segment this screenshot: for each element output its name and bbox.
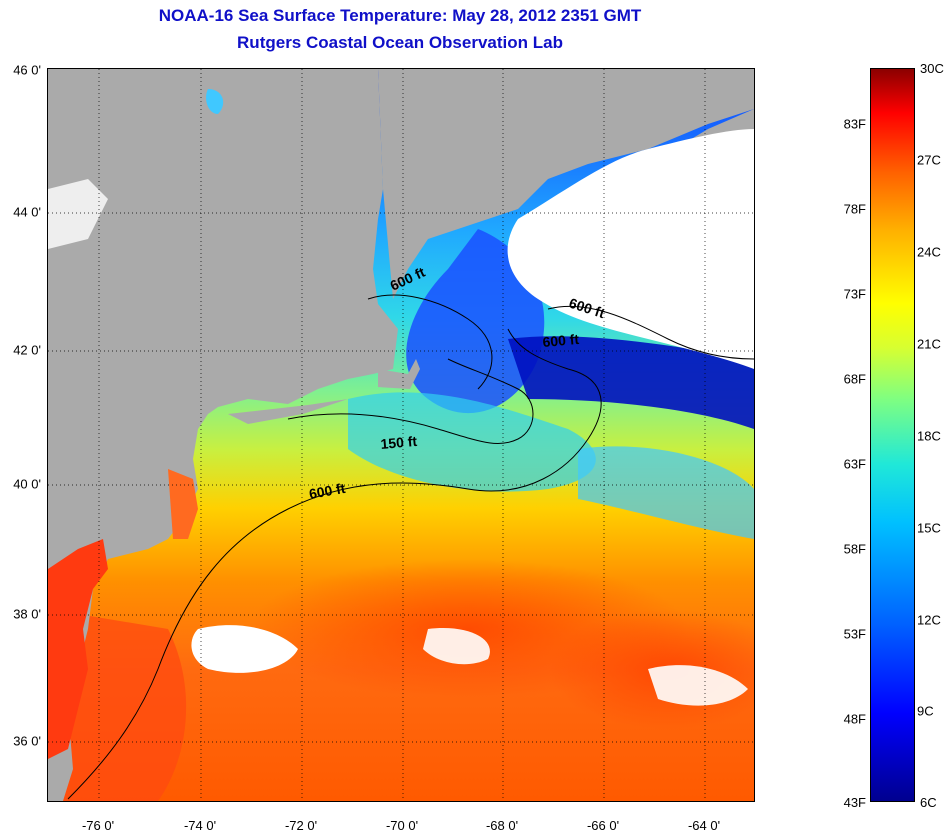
lat-label-40: 40 0' [13, 476, 41, 492]
colorbar-c-30: 30C [920, 61, 944, 76]
colorbar-f-48: 48F [843, 711, 866, 727]
cold-water-gulf-of-maine [406, 229, 545, 414]
depth-label-shelf: 600 ft [308, 480, 347, 502]
lat-label-36: 36 0' [13, 733, 41, 749]
lon-label-74: -74 0' [183, 818, 217, 833]
colorbar-c-9: 9C [917, 703, 934, 719]
depth-label-georges: 600 ft [542, 331, 580, 350]
lon-label-76: -76 0' [81, 818, 115, 833]
land-long-island [228, 399, 348, 424]
colorbar-c-6: 6C [920, 795, 937, 810]
colorbar-f-73: 73F [843, 286, 866, 302]
cool-water-slope [578, 446, 754, 539]
colorbar-c-27: 27C [917, 152, 941, 168]
colorbar-f-53: 53F [843, 626, 866, 642]
lat-label-38: 38 0' [13, 606, 41, 622]
lat-label-44: 44 0' [13, 204, 41, 220]
cloud-south-3 [648, 665, 748, 706]
map-title: NOAA-16 Sea Surface Temperature: May 28,… [158, 6, 642, 25]
contour-600ft-east [547, 305, 754, 360]
lon-label-66: -66 0' [586, 818, 620, 833]
contour-600ft-gom [367, 294, 493, 390]
cloud-south-2 [423, 628, 490, 665]
colorbar-f-83: 83F [843, 116, 866, 132]
cloud-south-1 [191, 625, 298, 673]
chesapeake-bay [48, 539, 108, 759]
cloud-north-1 [206, 89, 224, 114]
delaware-bay [168, 469, 198, 539]
graticule [48, 69, 754, 801]
colorbar-c-18: 18C [917, 428, 941, 444]
lon-label-64: -64 0' [687, 818, 721, 833]
lon-label-70: -70 0' [385, 818, 419, 833]
colorbar-c-15: 15C [917, 520, 941, 536]
contour-150ft [287, 358, 534, 445]
lat-label-46: 46 0' [13, 62, 41, 78]
cold-water-georges-bank [508, 336, 754, 429]
land-us-coast [48, 69, 398, 801]
contour-600ft-shelf [67, 328, 602, 800]
cloud-bay-of-fundy [507, 129, 754, 369]
colorbar-c-12: 12C [917, 612, 941, 628]
depth-label-150ft: 150 ft [380, 433, 418, 452]
cool-water-shelf [348, 392, 596, 492]
land-maine [378, 69, 754, 299]
land-cape-cod [378, 359, 420, 389]
colorbar-c-21: 21C [917, 336, 941, 352]
lon-label-68: -68 0' [485, 818, 519, 833]
colorbar-f-68: 68F [843, 371, 866, 387]
colorbar-f-63: 63F [843, 456, 866, 472]
map-subtitle: Rutgers Coastal Ocean Observation Lab [237, 33, 563, 52]
colorbar-c-24: 24C [917, 244, 941, 260]
temperature-colorbar [870, 68, 915, 802]
colorbar-f-78: 78F [843, 201, 866, 217]
depth-contours [67, 294, 754, 800]
lon-label-72: -72 0' [284, 818, 318, 833]
lat-label-42: 42 0' [13, 342, 41, 358]
colorbar-f-43: 43F [843, 795, 866, 810]
sst-map: 600 ft 600 ft 600 ft 150 ft 600 ft [47, 68, 755, 802]
cloud-nw [48, 179, 108, 249]
colorbar-f-58: 58F [843, 541, 866, 557]
